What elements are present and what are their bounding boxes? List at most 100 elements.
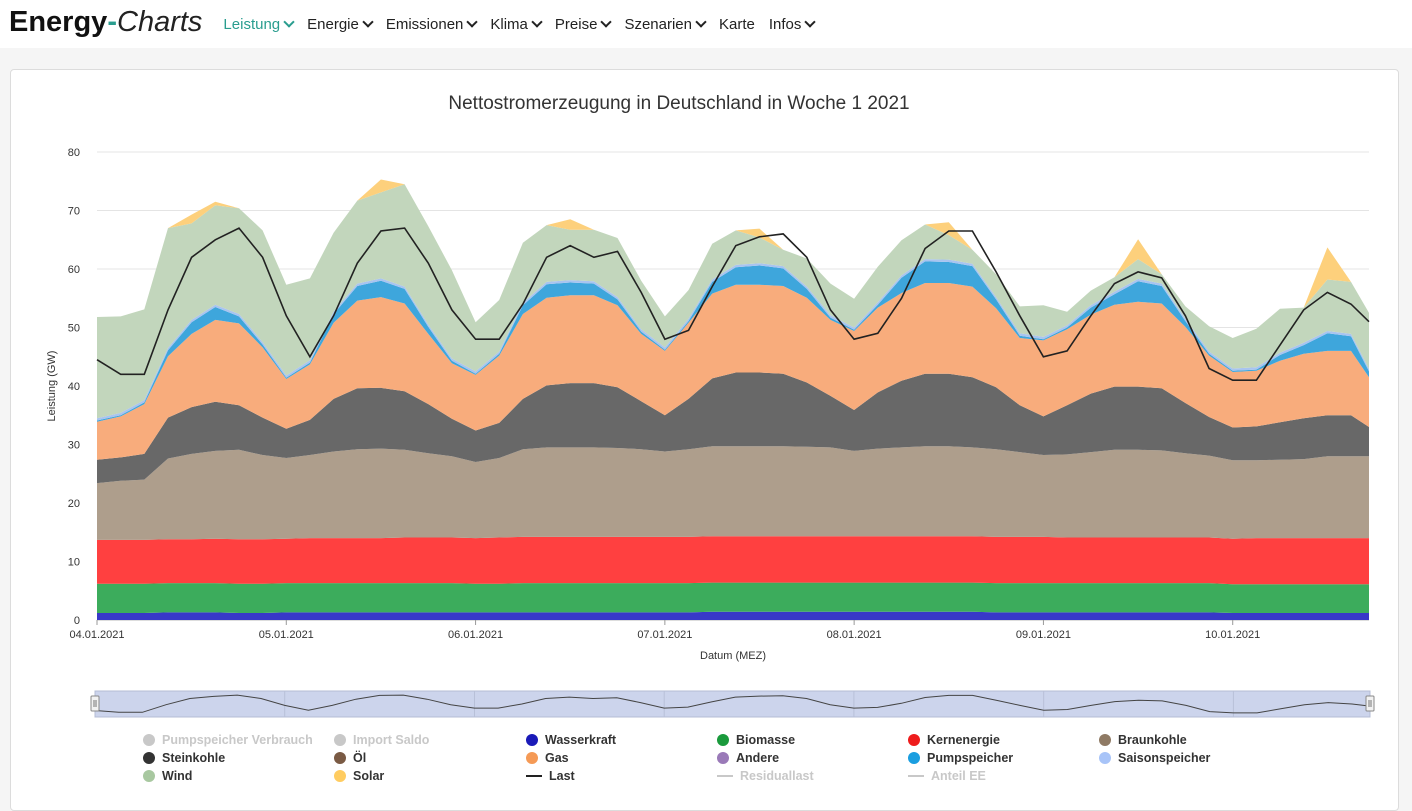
legend-dot-icon [717,752,729,764]
legend-label: Kernenergie [927,733,1000,747]
legend-item-solar[interactable]: Solar [334,769,384,783]
top-navbar: Energy-Charts Leistung Energie Emissionen K… [0,0,1412,48]
legend-label: Solar [353,769,385,783]
x-axis-label: Datum (MEZ) [700,650,766,662]
legend-dot-icon [334,752,346,764]
nav-label: Szenarien [624,15,692,33]
nav-label: Preise [554,15,598,33]
nav-leistung[interactable]: Leistung [223,15,295,33]
legend-item-biomasse[interactable]: Biomasse [717,733,795,747]
legend-label: Pumpspeicher [927,751,1014,765]
legend-dot-icon [1099,734,1111,746]
y-tick-label: 30 [68,440,80,452]
area-biomasse[interactable] [97,582,1369,613]
legend-dot-icon [717,734,729,746]
range-navigator[interactable] [94,690,1371,718]
line-last[interactable] [96,227,1370,381]
y-tick-label: 40 [68,381,80,393]
legend-dot-icon [143,770,155,782]
nav-label: Karte [718,15,755,33]
y-tick-label: 10 [68,557,80,569]
legend-dot-icon [908,734,920,746]
area-gas[interactable] [97,283,1369,460]
legend-label: Gas [545,751,569,765]
legend-dot-icon [143,734,155,746]
brand-dash: - [107,5,117,38]
x-tick-label: 06.01.2021 [448,629,503,641]
legend-item-saisonspeicher[interactable]: Saisonspeicher [1099,751,1210,765]
legend-label: Anteil EE [931,769,986,783]
y-tick-label: 60 [68,264,80,276]
brand-charts: Charts [117,5,203,38]
legend-label: Last [549,769,575,783]
legend-label: Öl [353,751,367,765]
area-braunkohle[interactable] [97,446,1369,540]
nav-szenarien[interactable]: Szenarien [624,15,707,33]
y-tick-label: 80 [68,147,80,159]
main-nav: Leistung Energie Emissionen Klima Preise Szen… [223,16,828,33]
legend-dot-icon [1099,752,1111,764]
nav-label: Emissionen [385,15,464,33]
y-tick-label: 0 [74,615,80,627]
x-tick-label: 04.01.2021 [69,629,124,641]
legend-item-pumpspeicher[interactable]: Pumpspeicher [908,751,1013,765]
nav-label: Energie [307,15,359,33]
area-steinkohle[interactable] [97,372,1369,484]
legend-item-import-saldo[interactable]: Import Saldo [334,733,429,747]
legend-label: Pumpspeicher Verbrauch [162,733,313,747]
legend-line-icon [908,775,924,777]
legend-label: Biomasse [736,733,796,747]
nav-label: Infos [768,15,802,33]
legend-label: Import Saldo [353,733,430,747]
legend-label: Braunkohle [1118,733,1187,747]
navigator-handle-left[interactable] [90,695,100,712]
brand-energy: Energy [9,5,108,38]
legend-dot-icon [908,752,920,764]
legend-label: Residuallast [740,769,814,783]
legend-dot-icon [526,734,538,746]
legend-item-steinkohle[interactable]: Steinkohle [143,751,225,765]
brand-logo[interactable]: Energy-Charts [9,5,203,38]
legend-dot-icon [526,752,538,764]
legend-item-gas[interactable]: Gas [526,751,569,765]
legend-item-andere[interactable]: Andere [717,751,779,765]
nav-klima[interactable]: Klima [490,16,543,33]
legend-line-icon [526,775,542,777]
nav-energie[interactable]: Energie [307,15,374,33]
legend-dot-icon [334,770,346,782]
legend-label: Wasserkraft [545,733,617,747]
nav-karte[interactable]: Karte [719,16,755,33]
legend-item-anteil-ee[interactable]: Anteil EE [908,769,986,783]
legend-item-kernenergie[interactable]: Kernenergie [908,733,1000,747]
x-tick-label: 09.01.2021 [1016,629,1071,641]
area-kernenergie[interactable] [97,536,1369,585]
area-wasserkraft[interactable] [97,611,1369,620]
legend-item-pumpspeicher-verbrauch[interactable]: Pumpspeicher Verbrauch [143,733,313,747]
legend-label: Wind [162,769,193,783]
chart-title: Nettostromerzeugung in Deutschland in Wo… [448,93,909,114]
legend-dot-icon [334,734,346,746]
y-tick-label: 70 [68,206,80,218]
x-tick-label: 10.01.2021 [1205,629,1260,641]
x-tick-label: 05.01.2021 [259,629,314,641]
legend-dot-icon [143,752,155,764]
legend-item-öl[interactable]: Öl [334,751,366,765]
legend-line-icon [717,775,733,777]
legend-item-last[interactable]: Last [526,769,575,783]
nav-infos[interactable]: Infos [768,15,817,33]
legend-item-braunkohle[interactable]: Braunkohle [1099,733,1187,747]
navigator-line [94,694,1371,714]
navigator-handle-right[interactable] [1365,695,1375,712]
legend-label: Steinkohle [162,751,226,765]
y-tick-label: 50 [68,323,80,335]
nav-label: Leistung [223,15,281,33]
nav-emissionen[interactable]: Emissionen [385,15,479,33]
legend-label: Andere [736,751,780,765]
legend-item-residuallast[interactable]: Residuallast [717,769,814,783]
x-tick-label: 08.01.2021 [827,629,882,641]
legend-item-wasserkraft[interactable]: Wasserkraft [526,733,616,747]
y-tick-label: 20 [68,498,80,510]
nav-preise[interactable]: Preise [554,15,613,33]
legend-item-wind[interactable]: Wind [143,769,192,783]
